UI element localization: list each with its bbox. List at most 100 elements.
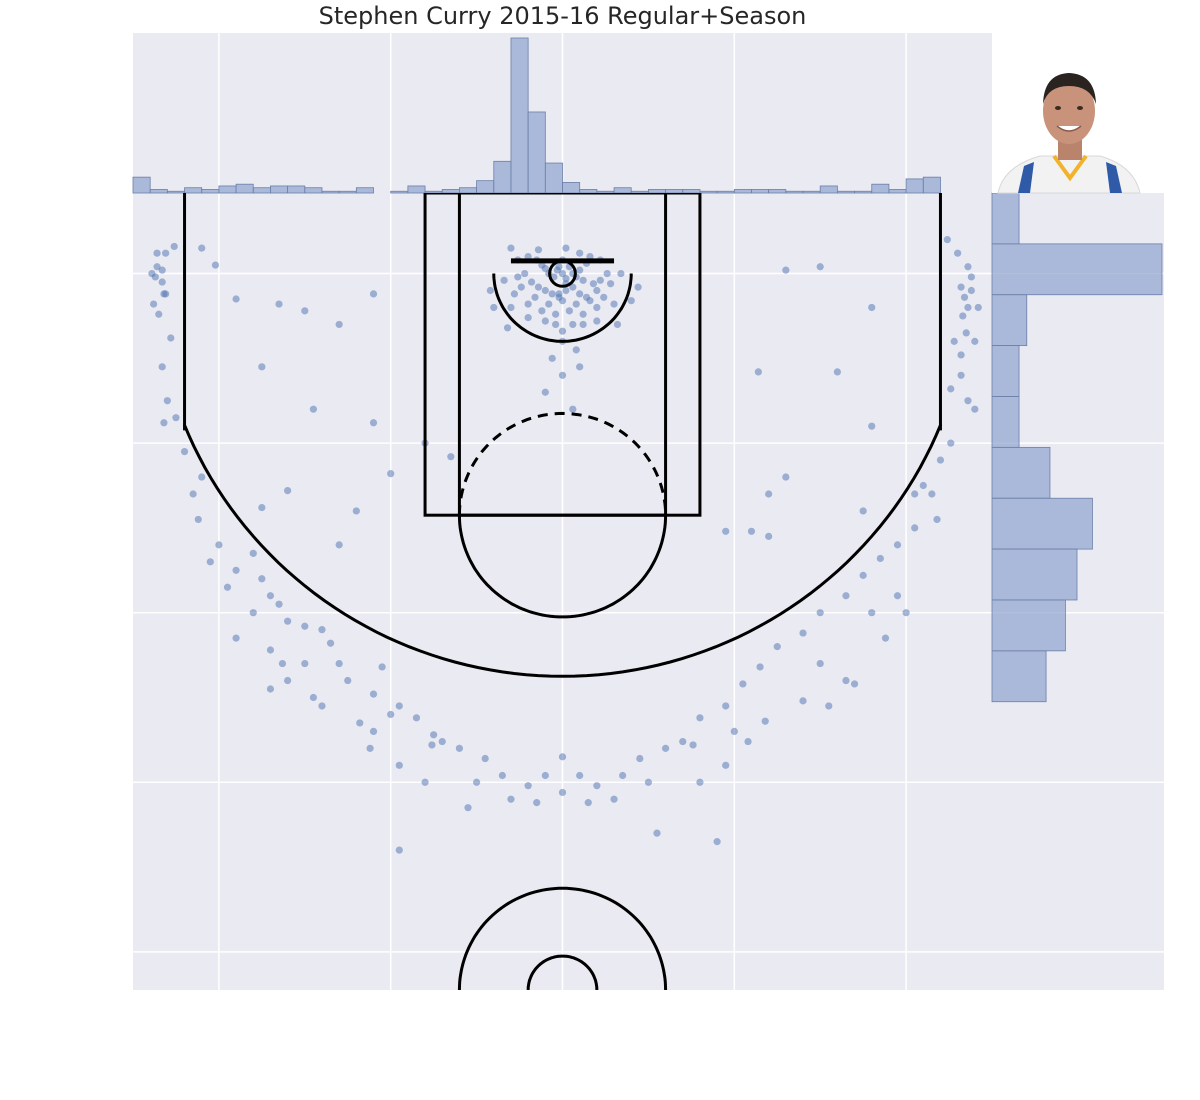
x-hist-bar <box>201 189 220 194</box>
shot-point <box>773 643 781 651</box>
player-headshot <box>992 33 1142 194</box>
center-outer-arc <box>457 886 668 990</box>
shot-point <box>163 397 171 405</box>
shot-point <box>180 448 189 456</box>
shot-point <box>309 405 317 413</box>
shot-point <box>232 634 240 642</box>
shot-point <box>593 303 601 312</box>
shot-point <box>579 320 587 329</box>
shot-point <box>503 324 512 332</box>
shot-point <box>593 782 601 790</box>
x-hist-bar <box>562 182 581 194</box>
x-hist-bar <box>888 189 907 194</box>
shot-point <box>593 286 601 295</box>
shot-point <box>153 249 161 257</box>
shot-point <box>335 541 343 549</box>
shot-point <box>344 676 352 685</box>
x-hist-bar <box>613 187 632 194</box>
shot-point <box>569 405 577 413</box>
x-hist-bar <box>733 189 752 194</box>
free-throw-top-arc <box>457 515 668 619</box>
shot-point <box>562 286 570 295</box>
shot-point <box>950 337 958 345</box>
shot-point <box>959 312 967 320</box>
shot-point <box>558 327 567 335</box>
shot-point <box>158 363 166 371</box>
x-hist-bar <box>441 189 460 194</box>
shot-point <box>369 419 378 427</box>
x-hist-bar <box>270 185 289 194</box>
x-hist-bar <box>596 190 615 194</box>
shot-point <box>421 778 429 786</box>
shot-point <box>964 263 972 271</box>
shot-point <box>249 609 257 617</box>
x-hist-bar <box>716 190 735 194</box>
shot-point <box>689 741 697 749</box>
shot-point <box>395 761 403 769</box>
shot-point <box>960 293 969 301</box>
shot-point <box>555 263 563 271</box>
x-hist-bar <box>785 190 804 194</box>
shot-point <box>696 714 704 722</box>
shot-point <box>455 744 464 752</box>
shot-point <box>584 799 592 807</box>
shot-point <box>558 269 567 278</box>
shot-point <box>576 363 584 371</box>
shot-point <box>335 659 343 668</box>
shot-point <box>189 490 197 498</box>
shot-point <box>538 307 546 315</box>
shot-point <box>153 263 161 271</box>
shot-point <box>754 368 762 376</box>
shot-point <box>275 300 283 308</box>
shot-point <box>679 737 687 746</box>
shot-point <box>962 329 970 337</box>
shot-point <box>548 290 556 298</box>
shot-point <box>782 473 790 481</box>
shot-point <box>572 300 580 308</box>
shot-point <box>198 473 206 481</box>
shot-point <box>636 754 644 763</box>
shot-point <box>558 297 567 305</box>
shot-point <box>634 283 642 291</box>
shot-point <box>524 782 532 790</box>
shot-point <box>661 744 670 752</box>
shot-point <box>158 266 166 274</box>
shot-point <box>198 244 206 252</box>
x-hist-bar <box>510 37 529 194</box>
x-hist-bar <box>871 183 890 194</box>
shot-point <box>545 300 553 308</box>
shot-point <box>527 278 536 286</box>
shot-point <box>558 371 567 379</box>
x-hist-bar <box>235 183 254 194</box>
shot-point <box>541 771 549 780</box>
x-hist-bar <box>407 185 426 194</box>
shot-point <box>158 278 166 286</box>
shot-point <box>967 286 975 295</box>
shot-point <box>534 246 543 254</box>
shot-point <box>558 753 567 761</box>
x-hist-bar <box>424 190 443 194</box>
y-hist-bar <box>991 497 1093 550</box>
shot-point <box>761 717 769 725</box>
shot-point <box>825 702 833 710</box>
shot-point <box>514 273 522 281</box>
shot-point <box>613 320 622 329</box>
shot-point <box>964 303 972 312</box>
shot-point <box>541 388 549 396</box>
shot-point <box>447 453 455 461</box>
shot-point <box>533 799 541 807</box>
shot-point <box>974 303 982 312</box>
shot-point <box>579 276 587 284</box>
y-histogram <box>991 192 1163 703</box>
shot-point <box>893 592 902 600</box>
x-hist-bar <box>527 111 546 194</box>
shot-point <box>558 788 567 797</box>
shot-point <box>565 307 573 315</box>
shot-point <box>335 320 343 329</box>
shot-point <box>947 439 955 447</box>
shot-point <box>933 515 941 524</box>
shot-point <box>696 778 704 786</box>
x-hist-bar <box>132 176 151 194</box>
shot-point <box>500 276 508 284</box>
shot-point <box>155 310 163 318</box>
